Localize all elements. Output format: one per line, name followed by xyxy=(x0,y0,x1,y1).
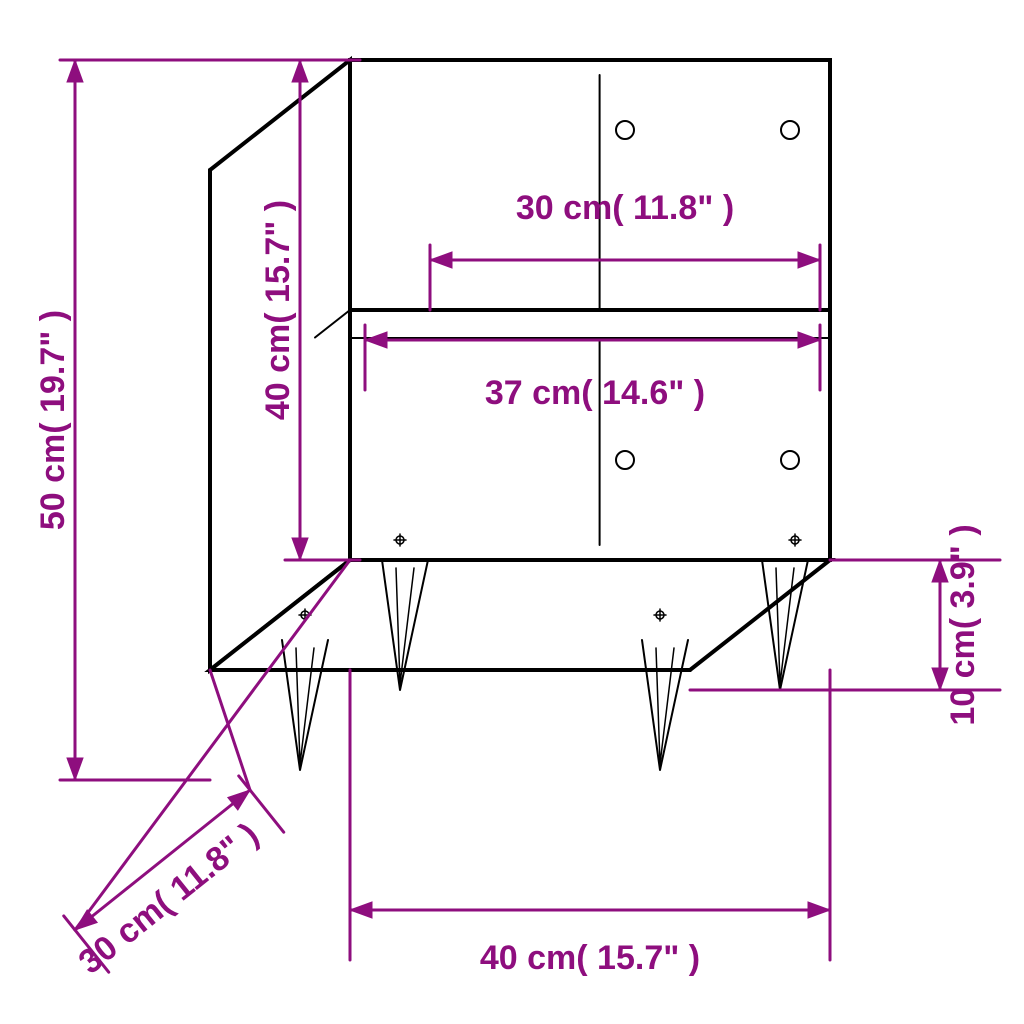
dimension-label: 10 cm( 3.9" ) xyxy=(944,524,982,725)
dimension-label: 40 cm( 15.7" ) xyxy=(480,939,700,977)
dimension: 10 cm( 3.9" ) xyxy=(925,524,1000,725)
dimension: 50 cm( 19.7" ) xyxy=(34,60,135,780)
dimension-label: 40 cm( 15.7" ) xyxy=(259,200,297,420)
dimension-label: 50 cm( 19.7" ) xyxy=(34,310,72,530)
dimension: 40 cm( 15.7" ) xyxy=(350,895,830,977)
dimension: 30 cm( 11.8" ) xyxy=(64,776,284,982)
dimension-label: 37 cm( 14.6" ) xyxy=(485,374,705,412)
cabinet-drawing xyxy=(210,60,830,770)
dimension-label: 30 cm( 11.8" ) xyxy=(516,189,734,227)
dimension-label: 30 cm( 11.8" ) xyxy=(72,815,266,981)
